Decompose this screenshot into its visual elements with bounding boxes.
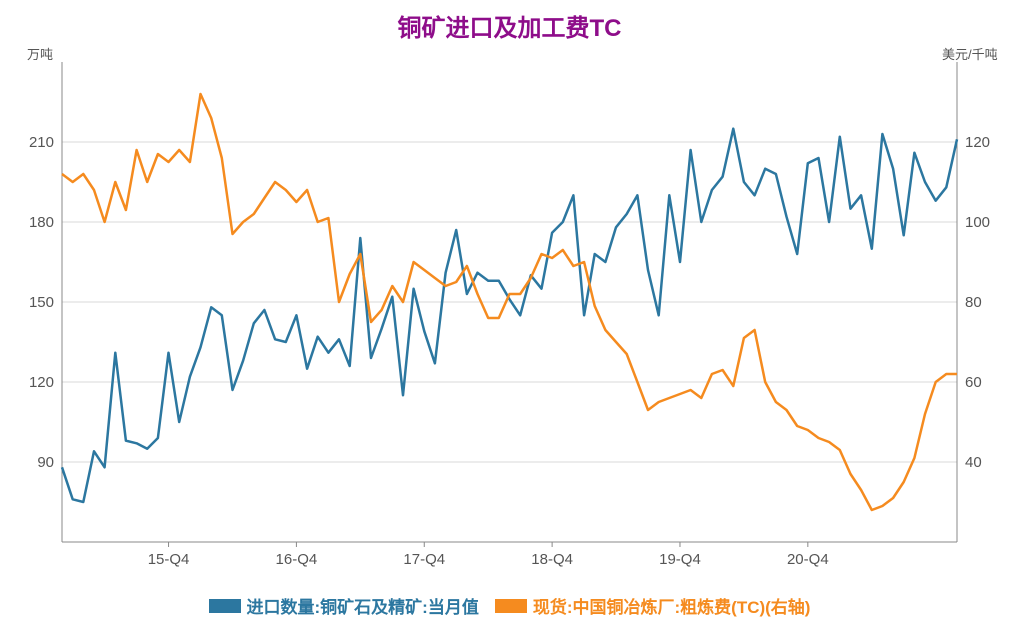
legend-swatch <box>209 599 241 613</box>
x-tick: 20-Q4 <box>787 551 829 568</box>
y-right-tick: 100 <box>965 214 990 231</box>
chart-svg: 90 120 150 180 210 40 60 80 100 120 15-Q4 16-Q4 17-Q… <box>0 0 1019 624</box>
chart-container: 铜矿进口及加工费TC 万吨 美元/千吨 90120150180210406080… <box>0 0 1019 624</box>
x-tick: 15-Q4 <box>148 551 190 568</box>
legend-swatch <box>495 599 527 613</box>
x-tick: 18-Q4 <box>531 551 573 568</box>
legend-label: 进口数量:铜矿石及精矿:当月值 <box>247 593 479 618</box>
y-right-tick: 80 <box>965 294 982 311</box>
y-right-tick: 120 <box>965 134 990 151</box>
legend-item: 进口数量:铜矿石及精矿:当月值 <box>209 593 479 618</box>
y-right-tick: 40 <box>965 454 982 471</box>
y-right-tick: 60 <box>965 374 982 391</box>
x-tick: 19-Q4 <box>659 551 701 568</box>
legend-item: 现货:中国铜冶炼厂:粗炼费(TC)(右轴) <box>495 593 811 618</box>
y-left-tick: 90 <box>37 454 54 471</box>
series-import_qty <box>62 129 957 502</box>
y-left-tick: 150 <box>29 294 54 311</box>
y-left-tick: 120 <box>29 374 54 391</box>
x-tick: 17-Q4 <box>403 551 445 568</box>
y-left-tick: 210 <box>29 134 54 151</box>
legend-label: 现货:中国铜冶炼厂:粗炼费(TC)(右轴) <box>533 593 811 618</box>
y-left-tick: 180 <box>29 214 54 231</box>
legend: 进口数量:铜矿石及精矿:当月值 现货:中国铜冶炼厂:粗炼费(TC)(右轴) <box>0 593 1019 618</box>
x-tick: 16-Q4 <box>276 551 318 568</box>
